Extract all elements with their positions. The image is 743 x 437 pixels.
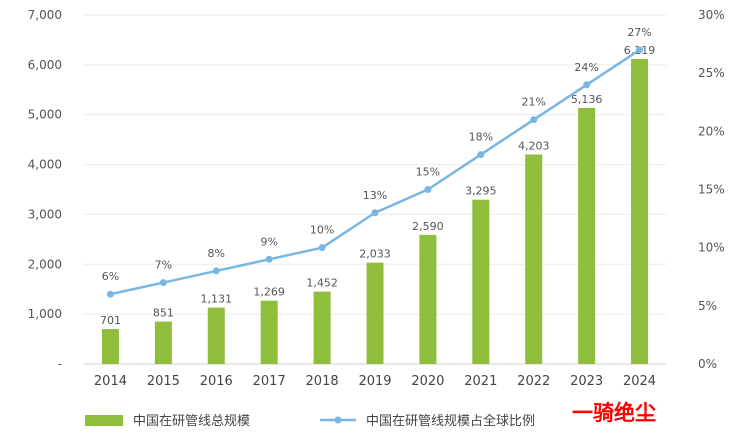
bar-series	[101, 58, 649, 365]
line-point	[636, 46, 644, 54]
legend-bar-label: 中国在研管线总规模	[133, 414, 250, 429]
x-tick-label: 2014	[94, 374, 127, 389]
y-left-tick-label: -	[58, 357, 62, 371]
y-right-tick-label: 20%	[698, 124, 725, 138]
line-value-label: 27%	[627, 26, 651, 39]
bar-value-labels: 701 851 1,131 1,269 1,452 2,033 2,590 3,295 4,20…	[100, 44, 655, 327]
bar-value-label: 701	[100, 314, 121, 327]
bar-value-label: 1,452	[306, 277, 338, 290]
x-tick-label: 2016	[200, 374, 233, 389]
bar	[101, 329, 119, 364]
line-value-label: 8%	[208, 247, 225, 260]
x-tick-label: 2024	[623, 374, 656, 389]
x-axis: 2014 2015 2016 2017 2018 2019 2020 2021 2022 2023…	[94, 374, 656, 389]
line-point	[424, 186, 432, 193]
x-tick-label: 2021	[464, 374, 497, 389]
bar-value-label: 2,590	[412, 220, 444, 233]
line-point	[212, 267, 220, 275]
bar-value-label: 2,033	[359, 248, 391, 261]
y-axis-right: 0% 5% 10% 15% 20% 25% 30%	[698, 8, 725, 371]
watermark: 一骑绝尘	[572, 401, 656, 425]
bar-value-label: 1,131	[201, 293, 233, 306]
line-value-label: 13%	[363, 189, 387, 202]
line-value-label: 9%	[260, 235, 277, 248]
y-right-tick-label: 10%	[698, 241, 725, 255]
y-left-tick-label: 3,000	[28, 207, 62, 221]
line-series	[106, 46, 644, 298]
x-tick-label: 2019	[358, 374, 391, 389]
legend: 中国在研管线总规模 中国在研管线规模占全球比例	[85, 413, 535, 429]
line-value-labels: 6% 7% 8% 9% 10% 13% 15% 18% 21% 24% 27%	[102, 26, 652, 283]
x-tick-label: 2017	[253, 374, 286, 389]
y-left-tick-label: 1,000	[28, 307, 62, 321]
bar	[419, 234, 437, 364]
line-value-label: 7%	[155, 259, 172, 272]
y-left-tick-label: 4,000	[28, 158, 62, 172]
y-left-tick-label: 6,000	[28, 58, 62, 72]
x-tick-label: 2020	[411, 374, 444, 389]
x-tick-label: 2023	[570, 374, 603, 389]
bar-value-label: 5,136	[571, 93, 603, 106]
y-left-tick-label: 7,000	[28, 8, 62, 22]
legend-line-marker	[334, 416, 342, 424]
line-value-label: 10%	[310, 224, 334, 237]
y-right-tick-label: 30%	[698, 8, 725, 22]
y-right-tick-label: 25%	[698, 66, 725, 80]
line-point	[477, 151, 485, 159]
legend-bar-swatch	[85, 415, 123, 426]
bar	[578, 107, 596, 364]
line-value-label: 15%	[416, 166, 440, 179]
bar	[631, 58, 649, 365]
y-left-tick-label: 2,000	[28, 257, 62, 271]
bar-value-label: 851	[153, 307, 174, 320]
bar	[313, 291, 331, 364]
line-point	[106, 290, 114, 298]
bar	[154, 321, 172, 364]
line-value-label: 18%	[469, 131, 493, 144]
bar-value-label: 3,295	[465, 185, 497, 198]
line-point	[265, 255, 273, 263]
line-value-label: 24%	[574, 61, 598, 74]
x-tick-label: 2022	[517, 374, 550, 389]
y-right-tick-label: 0%	[698, 357, 717, 371]
bar	[525, 154, 543, 364]
line-point	[318, 244, 326, 252]
line-point	[371, 209, 379, 217]
y-right-tick-label: 15%	[698, 183, 725, 197]
bar-value-label: 1,269	[253, 286, 285, 299]
y-right-tick-label: 5%	[698, 299, 717, 313]
line-point	[530, 116, 538, 124]
bar	[366, 262, 384, 364]
y-left-tick-label: 5,000	[28, 108, 62, 122]
line-point	[159, 279, 167, 287]
bar	[260, 300, 278, 364]
legend-line-label: 中国在研管线规模占全球比例	[366, 413, 535, 429]
bar-value-label: 4,203	[518, 139, 550, 152]
x-tick-label: 2015	[147, 374, 180, 389]
x-tick-label: 2018	[306, 374, 339, 389]
y-axis-left: - 1,000 2,000 3,000 4,000 5,000 6,000 7,000	[28, 8, 62, 371]
line-point	[583, 81, 591, 89]
bar	[207, 307, 225, 364]
line-value-label: 6%	[102, 270, 119, 283]
bar	[472, 199, 490, 364]
line-value-label: 21%	[522, 96, 546, 109]
